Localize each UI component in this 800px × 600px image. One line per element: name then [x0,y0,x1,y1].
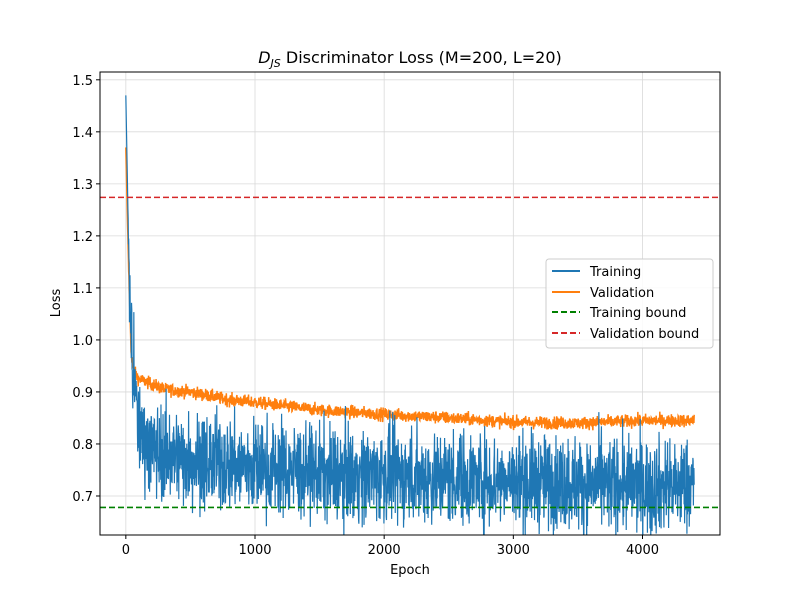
x-tick-label: 1000 [238,543,271,558]
series-layer [100,95,720,535]
x-axis-label: Epoch [390,563,430,578]
axis-ticks: 0 1000 2000 3000 4000 0.7 0.8 0.9 1.0 1.1 1.2 1.3 1.… [72,74,659,558]
chart-title-rest: Discriminator Loss (M=200, L=20) [281,48,562,67]
y-tick-label: 1.0 [72,334,93,349]
y-tick-label: 1.2 [72,230,93,245]
chart-title: DJS Discriminator Loss (M=200, L=20) [258,48,562,70]
y-axis-label: Loss [49,289,64,318]
x-tick-label: 4000 [626,543,659,558]
y-tick-label: 1.5 [72,74,93,89]
series-training [125,95,695,535]
plot-frame [99,71,721,536]
legend-label-validation: Validation [590,286,654,301]
x-tick-label: 3000 [497,543,530,558]
legend-label-validation-bound: Validation bound [590,327,699,342]
y-tick-label: 0.9 [72,386,93,401]
y-tick-label: 0.7 [72,490,93,505]
y-tick-label: 1.1 [72,282,93,297]
legend: Training Validation Training bound Valid… [545,258,714,349]
legend-label-training: Training [589,265,641,280]
y-tick-label: 0.8 [72,438,93,453]
y-tick-label: 1.3 [72,178,93,193]
legend-label-training-bound: Training bound [589,306,686,321]
x-tick-label: 2000 [368,543,401,558]
legend-box [545,258,714,349]
y-tick-label: 1.4 [72,126,93,141]
chart-title-sub: JS [269,57,281,70]
chart-title-main: D [258,48,270,67]
x-tick-label: 0 [122,543,130,558]
